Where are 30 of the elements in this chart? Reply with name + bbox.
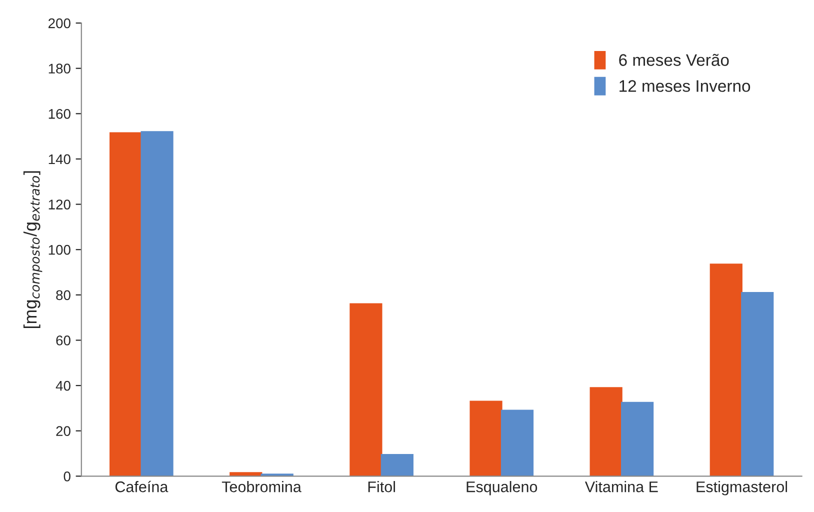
bar: [350, 303, 382, 476]
y-axis-title: [mg$_{composto}$/g$_{extrato}$]: [23, 171, 42, 328]
bar: [470, 400, 502, 476]
x-tick-label: Fitol: [368, 481, 395, 492]
x-tick-label: Esqualeno: [466, 481, 538, 496]
bar: [590, 387, 622, 476]
y-tick-label: 60: [56, 336, 70, 346]
legend-label: 6 meses Verão: [619, 54, 729, 66]
y-tick-label: 80: [56, 290, 70, 300]
x-tick-label: Cafeína: [115, 480, 168, 492]
bar: [110, 132, 142, 476]
legend-label: 12 meses Inverno: [620, 80, 750, 92]
y-tick-label: 0: [64, 471, 70, 482]
bar: [500, 410, 534, 476]
y-tick-label: 160: [48, 109, 70, 119]
bar: [380, 454, 414, 476]
bar: [140, 131, 174, 476]
x-tick-label: Teobromina: [222, 481, 302, 492]
x-tick-label: Estigmasterol: [696, 481, 788, 496]
y-tick-label: 40: [56, 380, 70, 391]
x-tick-label: Vitamina E: [584, 481, 658, 492]
y-tick-label: 180: [48, 64, 70, 74]
y-tick-label: 20: [56, 426, 70, 436]
y-tick-label: 140: [48, 154, 70, 164]
bar: [710, 264, 742, 476]
bar: [620, 402, 654, 476]
bar: [741, 292, 774, 476]
y-tick-label: 100: [48, 244, 70, 255]
y-tick-label: 120: [48, 200, 70, 210]
y-tick-label: 200: [48, 18, 70, 28]
